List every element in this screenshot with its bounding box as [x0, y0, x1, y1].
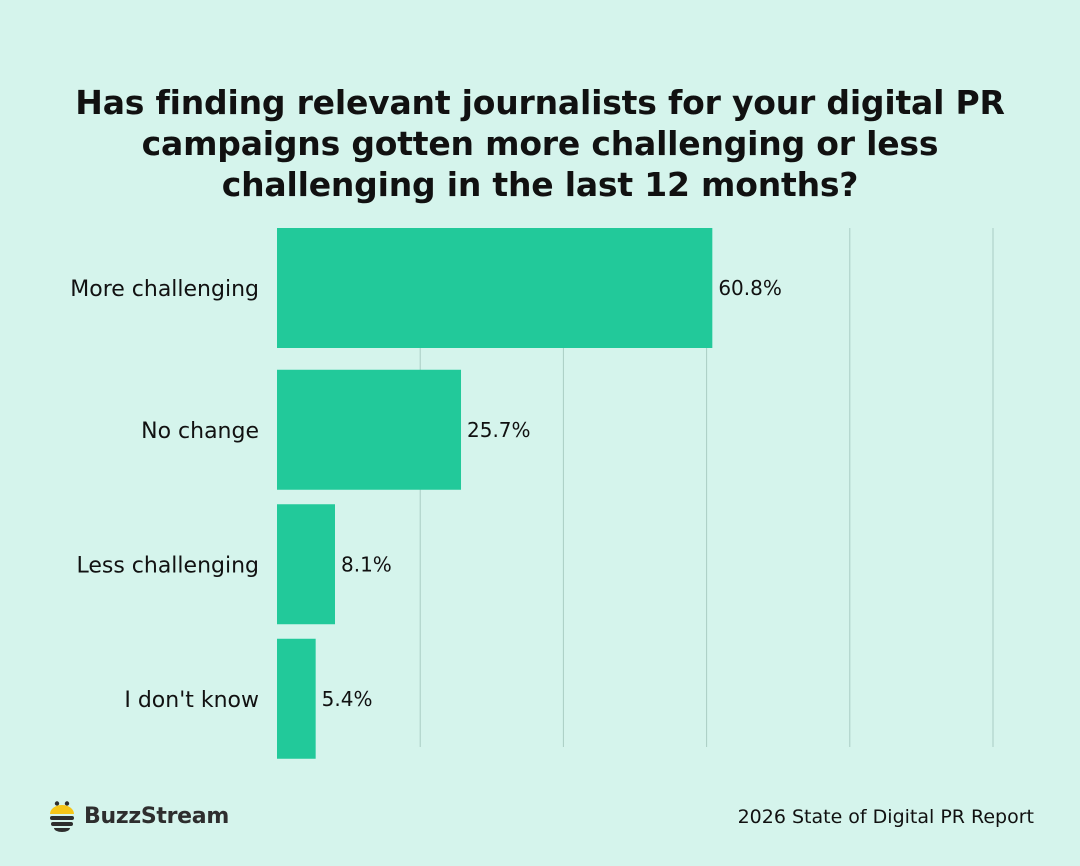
category-label-1: No change: [141, 419, 259, 444]
bar-0: [277, 228, 713, 348]
bar-1: [277, 369, 462, 490]
bars: [277, 228, 713, 759]
value-label-0: 60.8%: [718, 276, 782, 300]
brand-name: BuzzStream: [84, 803, 229, 829]
bar-3: [277, 638, 316, 759]
brand-logo: BuzzStream: [48, 800, 229, 832]
bee-icon: [50, 801, 74, 832]
report-source: 2026 State of Digital PR Report: [737, 806, 1034, 828]
category-label-0: More challenging: [70, 277, 259, 302]
chart-title: Has finding relevant journalists for you…: [75, 83, 1005, 204]
category-label-3: I don't know: [124, 688, 259, 713]
value-label-3: 5.4%: [322, 687, 373, 711]
bar-2: [277, 504, 335, 625]
category-label-2: Less challenging: [76, 553, 259, 578]
labels: More challenging 60.8% No change 25.7% Less …: [70, 276, 782, 713]
value-label-2: 8.1%: [341, 552, 392, 576]
value-label-1: 25.7%: [467, 418, 531, 442]
